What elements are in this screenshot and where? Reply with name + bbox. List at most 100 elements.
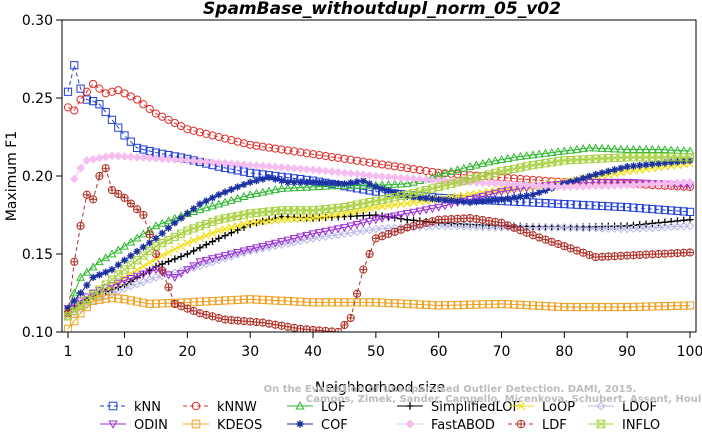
data-point [271, 144, 280, 153]
series-area [63, 61, 695, 332]
data-point [133, 247, 141, 256]
data-point [434, 203, 444, 212]
data-point [314, 229, 324, 238]
data-point [428, 221, 437, 231]
data-point [208, 229, 217, 238]
data-point [120, 131, 129, 140]
x-tick-label: 30 [241, 344, 259, 360]
data-point [183, 250, 191, 258]
data-point [497, 195, 506, 203]
data-point [358, 170, 368, 180]
data-point [446, 166, 456, 175]
data-point [289, 164, 299, 173]
data-point [604, 181, 613, 191]
y-axis: 0.10 0.15 0.20 0.25 0.30 [22, 13, 62, 341]
data-point [190, 247, 198, 255]
watermark-line-1: Campos, Zimek, Sander, Campello, Micenko… [306, 394, 702, 405]
data-point [227, 223, 236, 232]
data-point [446, 221, 456, 231]
legend-item: COF [287, 418, 348, 433]
data-point [327, 298, 336, 307]
data-point [146, 239, 154, 247]
data-point [346, 222, 356, 231]
data-point [484, 157, 494, 166]
data-point [648, 302, 657, 311]
data-point [616, 181, 626, 190]
data-point [447, 301, 456, 310]
legend-item: ODIN [100, 418, 168, 433]
data-point [597, 143, 607, 152]
legend-item: FastABOD [397, 418, 495, 433]
data-point [648, 160, 656, 168]
data-point [201, 157, 211, 167]
data-point [466, 198, 474, 207]
data-point [391, 188, 399, 197]
data-point [629, 180, 638, 190]
data-point [296, 213, 305, 222]
legend-marker [516, 419, 526, 429]
data-point [189, 236, 198, 245]
data-point [302, 164, 312, 174]
data-point [453, 222, 462, 231]
data-point [108, 266, 116, 274]
legend-item: KDEOS [183, 418, 262, 433]
data-point [214, 199, 224, 208]
data-point [629, 302, 638, 311]
data-point [641, 204, 651, 213]
data-point [660, 222, 670, 232]
data-point [641, 223, 651, 233]
data-point [107, 151, 117, 161]
data-point [522, 301, 531, 310]
data-point [327, 167, 337, 176]
legend-marker [191, 419, 201, 429]
data-point [321, 166, 330, 176]
data-point [415, 300, 424, 309]
data-point [302, 231, 312, 240]
data-point [497, 188, 506, 197]
data-point [422, 218, 431, 227]
data-point [94, 257, 104, 266]
data-point [560, 302, 569, 312]
data-point [378, 298, 387, 307]
data-point [145, 268, 155, 277]
data-point [89, 79, 98, 89]
data-point [553, 147, 563, 156]
data-point [585, 181, 594, 191]
data-point [245, 190, 255, 199]
data-point [283, 163, 293, 173]
data-point [126, 281, 136, 291]
data-point [221, 231, 229, 240]
data-point [604, 302, 613, 312]
data-point [528, 198, 538, 207]
data-point [107, 249, 117, 258]
data-point [239, 220, 248, 229]
data-point [321, 212, 330, 221]
data-point [183, 209, 191, 218]
data-point [566, 223, 575, 232]
data-point [560, 199, 569, 209]
x-tick-label: 70 [493, 344, 511, 360]
data-point [220, 254, 230, 263]
data-point [447, 197, 455, 205]
data-point [107, 115, 117, 124]
data-point [654, 205, 663, 214]
data-point [139, 243, 147, 251]
data-point [283, 146, 292, 155]
data-point [220, 296, 230, 305]
data-point [528, 150, 538, 159]
data-point [660, 205, 669, 215]
data-point [535, 301, 544, 310]
data-point [283, 236, 293, 245]
data-point [422, 194, 430, 202]
data-point [409, 165, 418, 174]
data-point [126, 274, 136, 283]
data-point [667, 158, 675, 166]
data-point [616, 202, 625, 211]
data-point [422, 300, 431, 309]
data-point [246, 295, 255, 304]
data-point [158, 229, 166, 237]
data-point [308, 182, 318, 191]
data-point [176, 155, 186, 165]
data-point [164, 154, 173, 164]
data-point [208, 297, 217, 306]
